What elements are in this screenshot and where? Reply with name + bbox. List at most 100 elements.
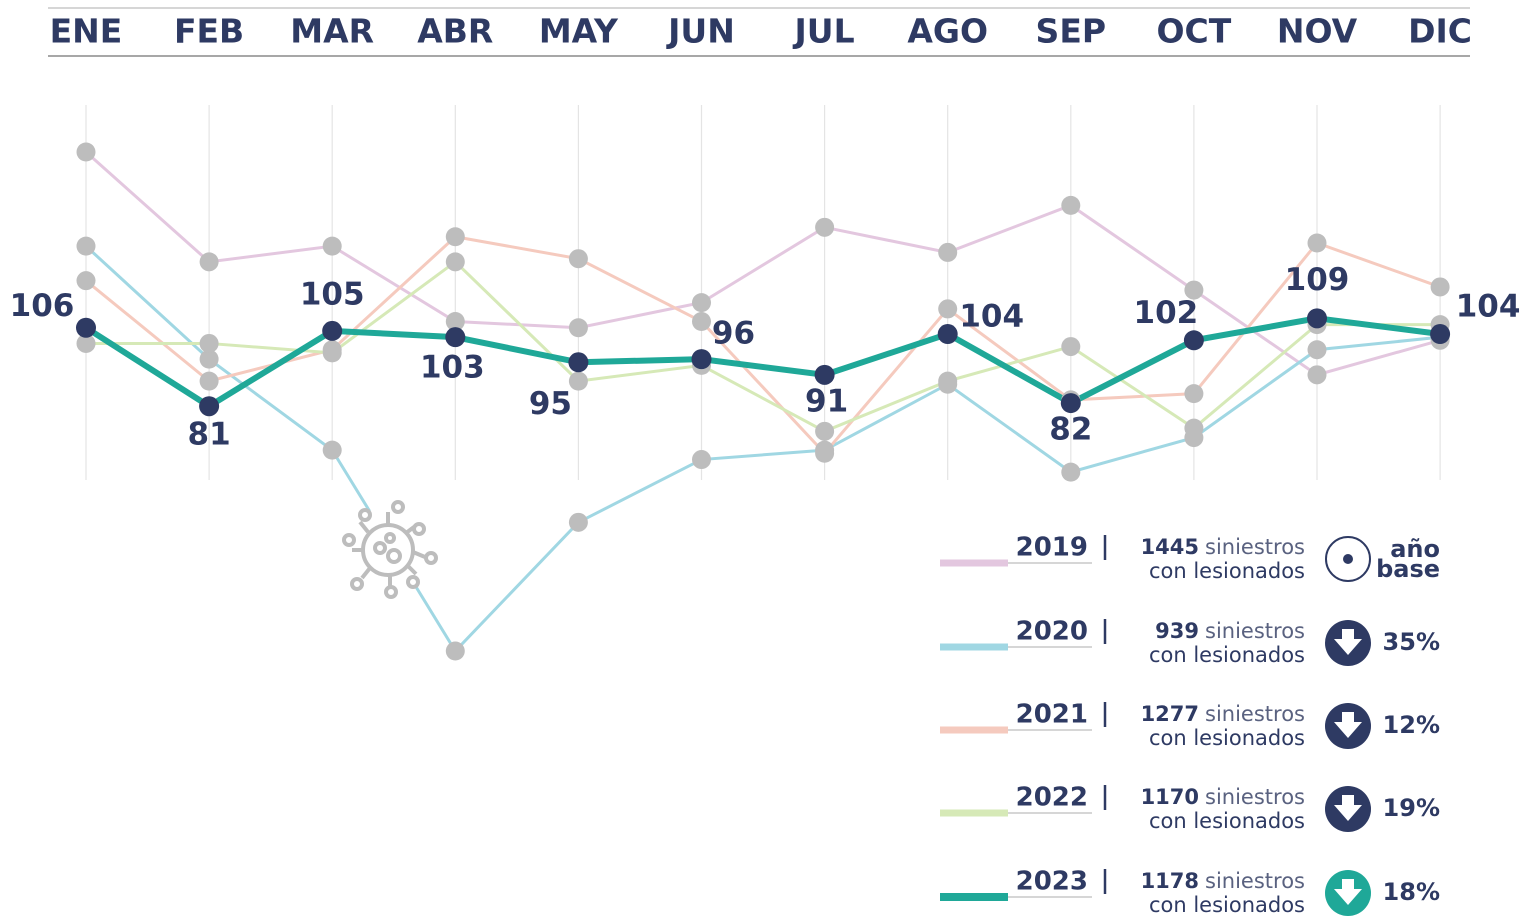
series-line <box>84 245 1441 654</box>
point <box>568 371 588 391</box>
point <box>1430 277 1450 297</box>
data-label: 82 <box>1049 412 1092 448</box>
point <box>815 421 835 441</box>
data-label: 102 <box>1134 295 1199 331</box>
month-label: DIC <box>1408 12 1472 51</box>
month-label: MAY <box>539 12 619 51</box>
data-label: 81 <box>188 417 231 453</box>
data-label: 91 <box>805 383 848 419</box>
point <box>1061 195 1081 215</box>
point <box>568 249 588 269</box>
legend-sub: con lesionados <box>1149 726 1305 750</box>
point <box>815 217 835 237</box>
point <box>815 443 835 463</box>
point <box>199 371 219 391</box>
point <box>1307 233 1327 253</box>
point <box>199 349 219 369</box>
down-arrow <box>1334 712 1362 738</box>
point <box>692 293 711 313</box>
point <box>1183 330 1204 351</box>
point <box>322 440 342 460</box>
point <box>938 299 958 319</box>
month-label: JUL <box>793 12 855 51</box>
point <box>76 317 96 338</box>
legend-note: año <box>1390 535 1440 563</box>
data-label: 109 <box>1285 262 1350 298</box>
month-label: JUN <box>666 12 735 51</box>
total-count: 939 <box>1155 619 1199 643</box>
point <box>1307 308 1327 329</box>
base-icon-dot <box>1343 554 1353 564</box>
legend-year: 2021 <box>1016 700 1088 730</box>
point <box>445 311 465 331</box>
point <box>938 371 958 391</box>
total-count: 1277 <box>1141 702 1199 726</box>
point <box>692 450 711 470</box>
total-count: 1445 <box>1141 535 1199 559</box>
point <box>445 327 466 348</box>
month-label: OCT <box>1157 12 1232 51</box>
point <box>691 349 712 370</box>
point <box>322 343 342 363</box>
legend-total: 1178 siniestros <box>1141 869 1305 893</box>
total-unit: siniestros <box>1205 785 1305 809</box>
legend-sub: con lesionados <box>1149 643 1305 667</box>
down-arrow <box>1334 629 1362 655</box>
virus-icon <box>342 500 438 599</box>
base-icon <box>1325 536 1371 582</box>
total-unit: siniestros <box>1205 702 1305 726</box>
point <box>76 271 96 291</box>
point <box>1061 462 1081 482</box>
legend-year: 2023 <box>1016 867 1088 897</box>
point <box>814 364 835 385</box>
data-label: 104 <box>959 299 1024 335</box>
data-label: 95 <box>529 386 572 422</box>
data-label: 105 <box>300 276 365 312</box>
point <box>199 396 220 417</box>
month-label: FEB <box>174 12 244 51</box>
point <box>76 236 96 256</box>
total-count: 1178 <box>1141 869 1199 893</box>
legend-total: 939 siniestros <box>1155 619 1305 643</box>
legend-note: 18% <box>1383 878 1440 906</box>
legend-year: 2020 <box>1016 617 1088 647</box>
series-line <box>85 150 1441 377</box>
plot: 106 81 105 103 95 96 91 104 82 102 109 104 <box>10 105 1521 661</box>
legend-sub: con lesionados <box>1149 559 1305 583</box>
point <box>1184 418 1204 438</box>
total-unit: siniestros <box>1205 535 1305 559</box>
series-line <box>85 235 1441 456</box>
point <box>1307 365 1327 385</box>
data-label: 103 <box>420 350 485 386</box>
series-line <box>84 315 1441 410</box>
data-label: 96 <box>712 316 755 352</box>
total-unit: siniestros <box>1205 869 1305 893</box>
point <box>692 311 711 331</box>
legend-year: 2022 <box>1016 783 1088 813</box>
point <box>568 352 589 373</box>
legend-note: 35% <box>1383 628 1440 656</box>
data-label: 104 <box>1456 289 1521 325</box>
point <box>1184 280 1204 300</box>
point <box>76 142 96 162</box>
month-label: ENE <box>50 12 123 51</box>
point <box>199 252 219 272</box>
point <box>938 242 958 262</box>
legend-sub: con lesionados <box>1149 809 1305 833</box>
point <box>568 512 588 532</box>
total-count: 1170 <box>1141 785 1199 809</box>
point <box>1430 324 1451 345</box>
legend-total: 1445 siniestros <box>1141 535 1305 559</box>
month-label: NOV <box>1277 12 1358 51</box>
legend-year: 2019 <box>1016 533 1088 563</box>
legend-total: 1277 siniestros <box>1141 702 1305 726</box>
legend-note: 19% <box>1383 794 1440 822</box>
point <box>1061 337 1081 357</box>
total-unit: siniestros <box>1205 619 1305 643</box>
point <box>76 333 96 353</box>
point <box>937 324 958 345</box>
down-arrow <box>1334 879 1362 905</box>
series-line <box>86 259 1441 433</box>
